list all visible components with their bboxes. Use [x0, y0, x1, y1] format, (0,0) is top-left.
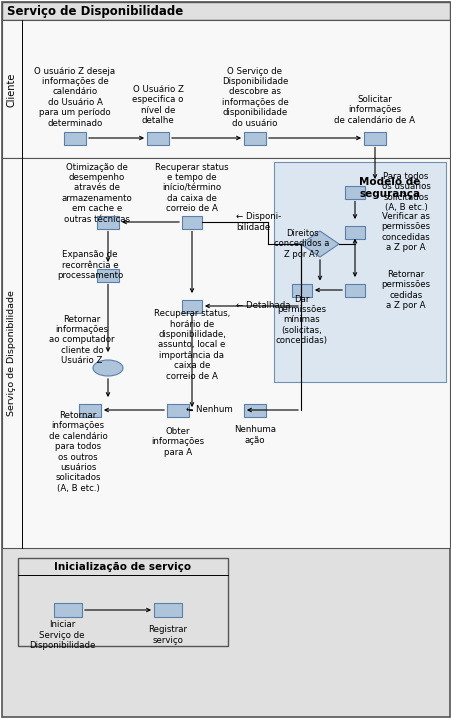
Bar	[18, 558, 227, 646]
Text: O Serviço de
Disponibilidade
descobre as
informações de
disponibilidade
do usuár: O Serviço de Disponibilidade descobre as…	[221, 66, 288, 127]
Text: Serviço de Disponibilidade: Serviço de Disponibilidade	[7, 4, 183, 17]
Bar	[154, 603, 182, 617]
Text: Retornar
informações
ao computador
cliente do
Usuário Z: Retornar informações ao computador clien…	[49, 315, 115, 365]
Bar	[363, 132, 385, 145]
Text: Retornar
permissões
cedidas
a Z por A: Retornar permissões cedidas a Z por A	[381, 270, 430, 310]
Text: Serviço de Disponibilidade: Serviço de Disponibilidade	[8, 290, 17, 416]
Ellipse shape	[93, 360, 123, 376]
Bar	[97, 216, 119, 229]
Text: Retornar
informações
de calendário
para todos
os outros
usuários
solicitados
(A,: Retornar informações de calendário para …	[49, 411, 107, 493]
Bar	[244, 132, 265, 145]
Text: Obter
informações
para A: Obter informações para A	[151, 427, 204, 457]
Text: Cliente: Cliente	[7, 73, 17, 107]
Polygon shape	[300, 231, 338, 257]
Bar	[273, 162, 445, 382]
Bar	[2, 2, 449, 20]
Text: Verificar as
permissões
concedidas
a Z por A: Verificar as permissões concedidas a Z p…	[381, 212, 430, 252]
Bar	[54, 603, 82, 617]
Text: ← Nenhum: ← Nenhum	[186, 406, 232, 414]
Text: Expansão de
recorrência e
processamento: Expansão de recorrência e processamento	[57, 250, 123, 280]
Bar	[2, 20, 449, 158]
Text: Inicialização de serviço: Inicialização de serviço	[54, 562, 191, 572]
Bar	[147, 132, 169, 145]
Bar	[344, 226, 364, 239]
Bar	[182, 300, 202, 313]
Text: O Usuário Z
especifica o
nível de
detalhe: O Usuário Z especifica o nível de detalh…	[132, 85, 183, 125]
Bar	[182, 216, 202, 229]
Text: Dar
permissões
mínimas
(solicitas,
concedidas): Dar permissões mínimas (solicitas, conce…	[276, 295, 327, 345]
Text: Para todos
os usuários
solicitados
(A, B etc.): Para todos os usuários solicitados (A, B…	[381, 172, 429, 212]
Bar	[291, 283, 311, 296]
Text: Recuperar status,
horário de
disponibilidade,
assunto, local e
importância da
ca: Recuperar status, horário de disponibili…	[153, 309, 230, 380]
Text: O usuário Z deseja
informações de
calendário
do Usuário A
para um período
determ: O usuário Z deseja informações de calend…	[34, 66, 115, 127]
Bar	[344, 283, 364, 296]
Text: Registrar
serviço: Registrar serviço	[148, 626, 187, 645]
Text: Recuperar status
e tempo de
início/término
da caixa de
correio de A: Recuperar status e tempo de início/térmi…	[155, 162, 228, 214]
Text: ← Disponi-
bilidade: ← Disponi- bilidade	[235, 212, 281, 232]
Text: Modelo de
segurança: Modelo de segurança	[359, 177, 420, 198]
Bar	[344, 186, 364, 198]
Bar	[64, 132, 86, 145]
Bar	[2, 158, 449, 548]
Bar	[79, 403, 101, 416]
Bar	[166, 403, 189, 416]
Text: Nenhuma
ação: Nenhuma ação	[234, 426, 276, 444]
Bar	[97, 268, 119, 282]
Text: Solicitar
informações
de calendário de A: Solicitar informações de calendário de A	[334, 95, 414, 125]
Text: Iniciar
Serviço de
Disponibilidade: Iniciar Serviço de Disponibilidade	[29, 620, 95, 650]
Text: ← Detalhada: ← Detalhada	[235, 301, 290, 311]
Text: Otimização de
desempenho
através de
armazenamento
em cache e
outras técnicas: Otimização de desempenho através de arma…	[61, 162, 132, 224]
Text: Direitos
concedidos a
Z por A?: Direitos concedidos a Z por A?	[274, 229, 329, 259]
Bar	[244, 403, 265, 416]
